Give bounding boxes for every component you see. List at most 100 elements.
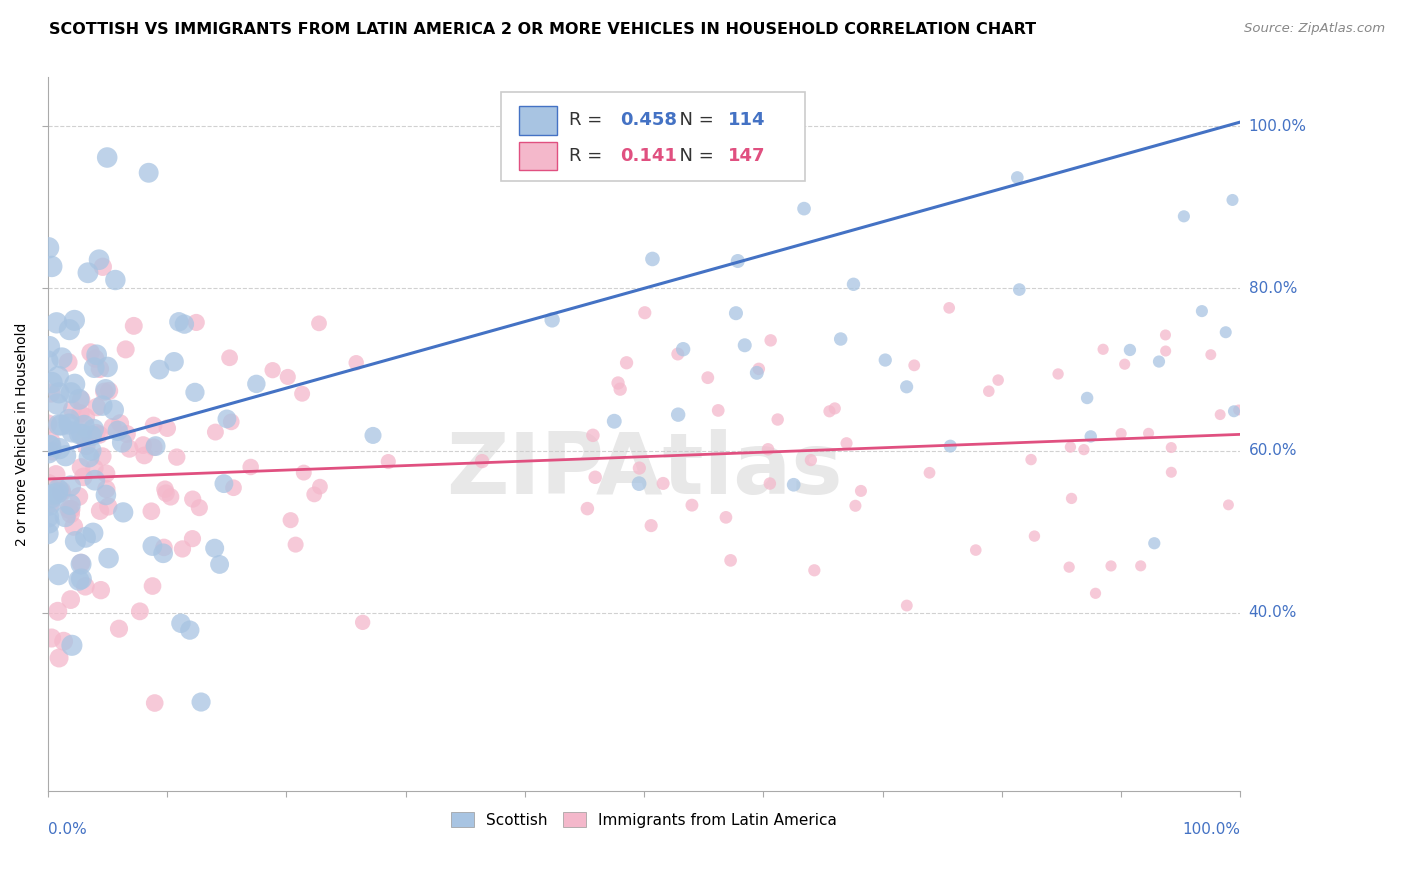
Point [1199, 348, 1222, 362]
Point [60, 638, 83, 652]
Point [824, 401, 846, 416]
Point [896, 380, 918, 394]
Point [218, 351, 240, 365]
Point [1076, 391, 1098, 405]
Point [156, 421, 179, 435]
Point [609, 382, 631, 396]
Point [65, 534, 87, 549]
Point [1060, 491, 1083, 506]
Point [918, 466, 941, 480]
Point [59, 479, 82, 493]
Point [361, 428, 384, 442]
Point [52, 634, 75, 648]
Point [115, 427, 138, 442]
Point [39, 386, 62, 401]
Text: 114: 114 [727, 112, 765, 129]
Point [37, 354, 59, 368]
Point [308, 316, 330, 330]
Point [842, 277, 865, 292]
Point [152, 546, 174, 560]
Point [280, 513, 302, 527]
Point [86, 348, 108, 362]
Point [166, 450, 188, 464]
Point [186, 315, 208, 329]
Point [222, 481, 245, 495]
Point [77, 266, 100, 280]
Point [734, 338, 756, 352]
Text: 100.0%: 100.0% [1182, 822, 1240, 837]
Point [759, 476, 782, 491]
Point [1057, 560, 1080, 574]
Point [86, 426, 108, 441]
Text: SCOTTISH VS IMMIGRANTS FROM LATIN AMERICA 2 OR MORE VEHICLES IN HOUSEHOLD CORREL: SCOTTISH VS IMMIGRANTS FROM LATIN AMERIC… [49, 22, 1036, 37]
Point [277, 370, 299, 384]
Point [94, 488, 117, 502]
Point [148, 362, 170, 376]
Point [41, 376, 63, 390]
Point [80, 428, 103, 442]
Point [48, 651, 70, 665]
Point [70, 460, 93, 475]
Point [75, 579, 97, 593]
Point [37, 417, 59, 431]
Point [167, 315, 190, 329]
Point [63, 377, 86, 392]
Point [39, 434, 62, 448]
Point [377, 454, 399, 468]
Point [1109, 426, 1132, 441]
Point [38, 241, 60, 255]
Point [1114, 357, 1136, 371]
Point [38, 438, 60, 452]
Point [87, 252, 110, 267]
Point [91, 260, 114, 274]
Point [128, 604, 150, 618]
Point [745, 366, 768, 380]
Point [219, 415, 242, 429]
Point [714, 510, 737, 524]
Text: 0.141: 0.141 [620, 147, 678, 165]
Point [1007, 170, 1029, 185]
Point [91, 399, 114, 413]
Point [1084, 586, 1107, 600]
Point [1099, 558, 1122, 573]
Point [94, 382, 117, 396]
Point [155, 486, 177, 500]
Point [582, 428, 605, 442]
Point [93, 384, 115, 399]
FancyBboxPatch shape [519, 106, 557, 135]
Point [67, 573, 90, 587]
Point [39, 491, 62, 505]
Point [46, 486, 69, 500]
Point [291, 386, 314, 401]
Point [1019, 452, 1042, 467]
Point [108, 622, 131, 636]
Point [111, 435, 134, 450]
Point [101, 420, 124, 434]
Point [1143, 536, 1166, 550]
Point [153, 482, 176, 496]
Point [640, 518, 662, 533]
Point [766, 412, 789, 426]
Text: 100.0%: 100.0% [1249, 119, 1306, 134]
Point [800, 453, 823, 467]
Point [46, 483, 69, 497]
Point [59, 507, 82, 521]
Point [58, 417, 80, 431]
Point [939, 439, 962, 453]
Point [987, 373, 1010, 387]
Point [75, 439, 97, 453]
Point [141, 539, 163, 553]
Point [179, 623, 201, 637]
Point [83, 360, 105, 375]
Point [89, 362, 111, 376]
Point [107, 424, 129, 438]
Point [759, 334, 782, 348]
Point [1047, 367, 1070, 381]
Point [212, 476, 235, 491]
Text: ZIPAtlas: ZIPAtlas [446, 428, 842, 512]
Point [89, 427, 111, 442]
Text: 0.458: 0.458 [620, 112, 678, 129]
Point [83, 461, 105, 475]
FancyBboxPatch shape [519, 142, 557, 170]
Point [188, 500, 211, 515]
